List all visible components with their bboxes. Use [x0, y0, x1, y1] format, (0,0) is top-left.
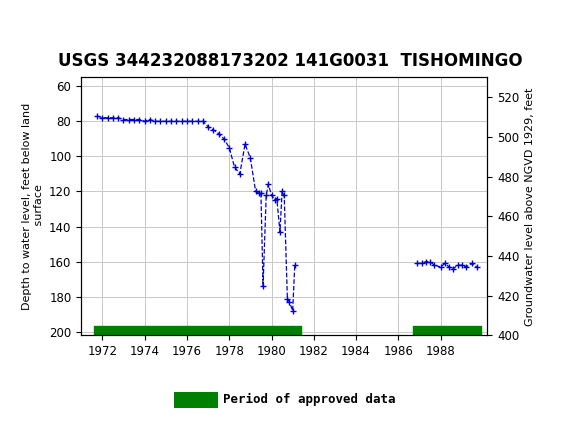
Text: Period of approved data: Period of approved data: [223, 393, 396, 406]
Text: ≡USGS: ≡USGS: [9, 14, 79, 31]
Bar: [174, 392, 218, 408]
Y-axis label: Groundwater level above NGVD 1929, feet: Groundwater level above NGVD 1929, feet: [525, 87, 535, 326]
Bar: [3, 3, 52, 42]
Y-axis label: Depth to water level, feet below land
 surface: Depth to water level, feet below land su…: [22, 103, 44, 310]
Text: USGS 344232088173202 141G0031  TISHOMINGO: USGS 344232088173202 141G0031 TISHOMINGO: [57, 52, 523, 70]
